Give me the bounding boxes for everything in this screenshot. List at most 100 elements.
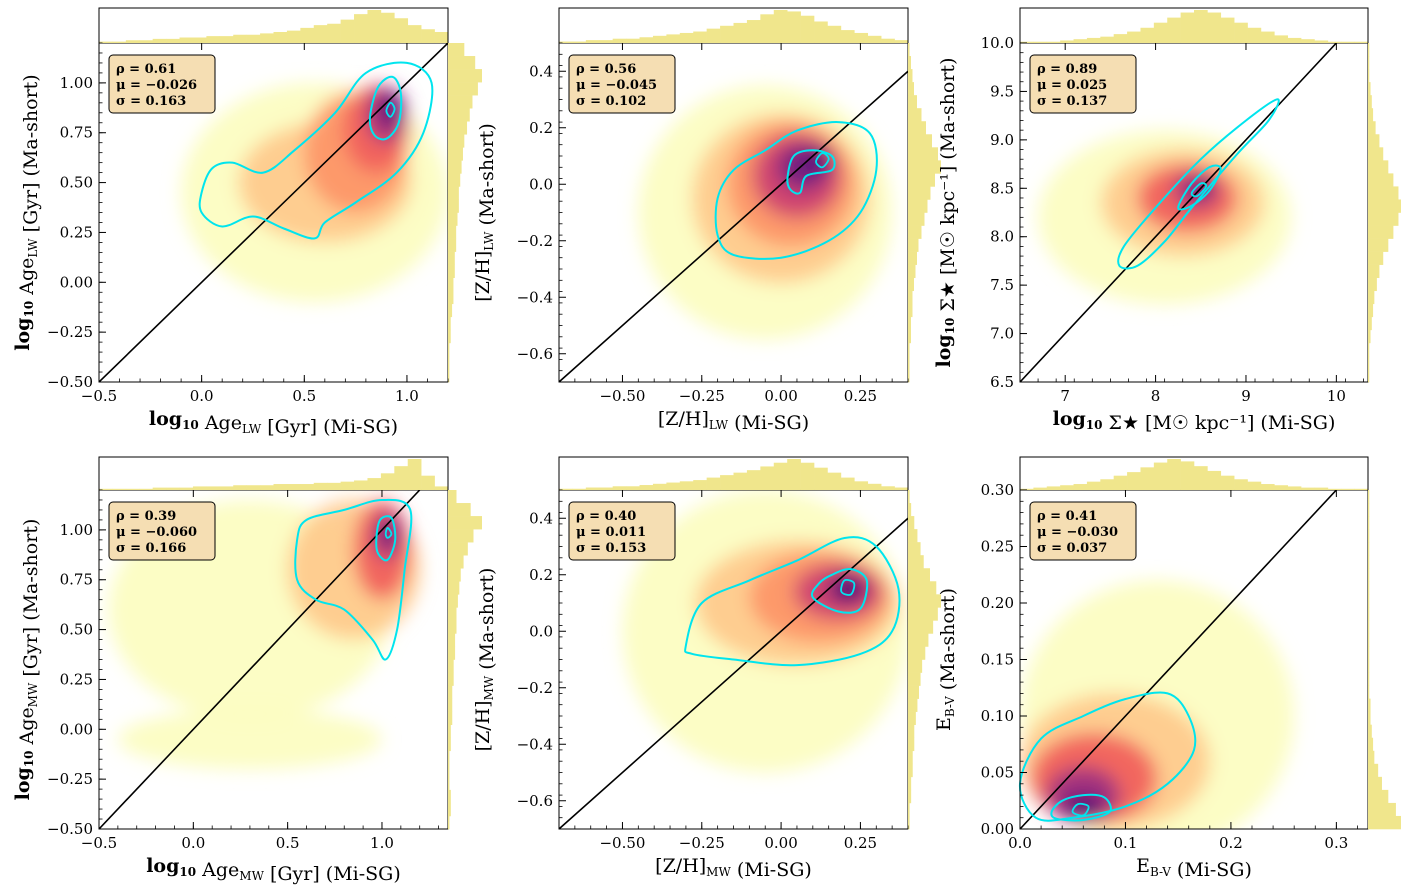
hist-bar	[448, 316, 451, 331]
hist-bar	[1354, 488, 1369, 490]
hist-bar	[448, 303, 453, 318]
density-layers	[1038, 130, 1292, 305]
hist-bar	[908, 134, 932, 148]
sigma-value: σ = 0.137	[1037, 94, 1107, 109]
hist-bar	[206, 36, 221, 43]
hist-bar	[246, 34, 261, 43]
hist-bar	[1368, 108, 1374, 122]
hist-bar	[1368, 173, 1394, 187]
y-tick-label: 0.05	[981, 764, 1014, 782]
x-tick-label: 1.0	[370, 834, 394, 852]
hist-bar	[599, 40, 613, 43]
hist-bar	[1368, 763, 1379, 778]
hist-bar	[908, 490, 910, 504]
x-tick-label: 0.5	[276, 834, 300, 852]
right-histogram	[448, 490, 482, 830]
mu-value: μ = −0.030	[1037, 525, 1118, 540]
hist-bar	[246, 485, 261, 490]
hist-bar	[908, 199, 928, 213]
hist-bar	[1207, 12, 1222, 43]
hist-bar	[1368, 251, 1384, 265]
hist-bar	[1274, 35, 1288, 43]
hist-bar	[448, 776, 450, 791]
hist-bar	[908, 646, 926, 660]
sigma-value: σ = 0.102	[576, 94, 646, 109]
hist-bar	[448, 789, 451, 804]
hist-bar	[720, 475, 734, 490]
y-tick-label: 0.2	[529, 119, 553, 137]
core-contour	[1190, 182, 1208, 198]
hist-bar	[1100, 479, 1114, 490]
outer-contour	[714, 121, 878, 260]
density-level	[380, 523, 396, 544]
y-tick-label: −0.4	[517, 735, 553, 753]
hist-bar	[1060, 40, 1074, 43]
hist-bar	[840, 30, 855, 43]
hist-bar	[1368, 542, 1370, 556]
hist-bar	[448, 290, 454, 305]
hist-bar	[679, 481, 694, 490]
hist-bar	[1368, 121, 1376, 135]
hist-bar	[773, 10, 788, 43]
hist-bar	[448, 225, 457, 239]
hist-bar	[1086, 37, 1101, 43]
hist-bar	[908, 776, 912, 791]
hist-bar	[448, 355, 450, 370]
x-axis-label: [Z/H]LW (Mi-SG)	[658, 408, 809, 434]
hist-bar	[760, 466, 775, 490]
hist-bar	[881, 486, 895, 490]
hist-bar	[1368, 555, 1370, 569]
y-tick-label: 9.5	[990, 82, 1014, 100]
hist-bar	[908, 724, 915, 739]
hist-bar	[908, 277, 914, 292]
hist-bar	[760, 14, 775, 43]
density-level	[380, 94, 401, 123]
hist-bar	[448, 160, 462, 174]
hist-bar	[394, 18, 409, 43]
top-hist-frame	[1019, 456, 1369, 490]
hist-bar	[394, 466, 409, 490]
hist-bar	[421, 475, 435, 490]
y-tick-label: 0.00	[60, 273, 93, 291]
hist-bar	[572, 488, 587, 490]
hist-bar	[867, 483, 882, 490]
hist-bar	[908, 750, 913, 765]
one-to-one-line	[559, 517, 908, 829]
hist-bar	[908, 264, 916, 278]
hist-bar	[448, 581, 460, 595]
y-tick-label: 1.00	[60, 74, 93, 92]
hist-bar	[300, 27, 315, 43]
inner-contour	[1177, 164, 1222, 211]
hist-bar	[112, 488, 127, 490]
y-tick-label: 1.00	[60, 521, 93, 539]
hist-bar	[434, 486, 449, 490]
y-tick-label: −0.2	[517, 679, 553, 697]
hist-bar	[908, 789, 912, 804]
panel-zh-lw: −0.50 −0.25 0.00 0.25 −0.6 −0.4 −0.2 0.0 0.2 0.4 ρ…	[472, 7, 941, 434]
hist-bar	[233, 34, 247, 43]
right-histogram	[1368, 490, 1401, 830]
rho-value: ρ = 0.41	[1037, 509, 1097, 524]
mu-value: μ = −0.045	[576, 78, 657, 93]
top-histogram	[1019, 456, 1369, 490]
outer-contour	[198, 61, 434, 240]
y-tick-label: −0.2	[517, 232, 553, 250]
hist-bar	[908, 316, 911, 331]
hist-bar	[99, 488, 113, 490]
hist-bar	[448, 121, 468, 135]
mu-value: μ = 0.011	[576, 525, 646, 540]
hist-bar	[1180, 12, 1195, 43]
hist-bar	[421, 29, 435, 43]
hist-bar	[448, 698, 453, 712]
y-tick-label: 6.5	[990, 373, 1014, 391]
hist-bar	[908, 368, 910, 383]
stats-box-bg	[568, 501, 676, 561]
mu-value: μ = 0.025	[1037, 78, 1107, 93]
hist-bar	[652, 483, 667, 490]
hist-bar	[908, 685, 919, 699]
one-to-one-line	[99, 43, 448, 382]
hist-bar	[1368, 199, 1401, 213]
hist-bar	[179, 37, 194, 43]
